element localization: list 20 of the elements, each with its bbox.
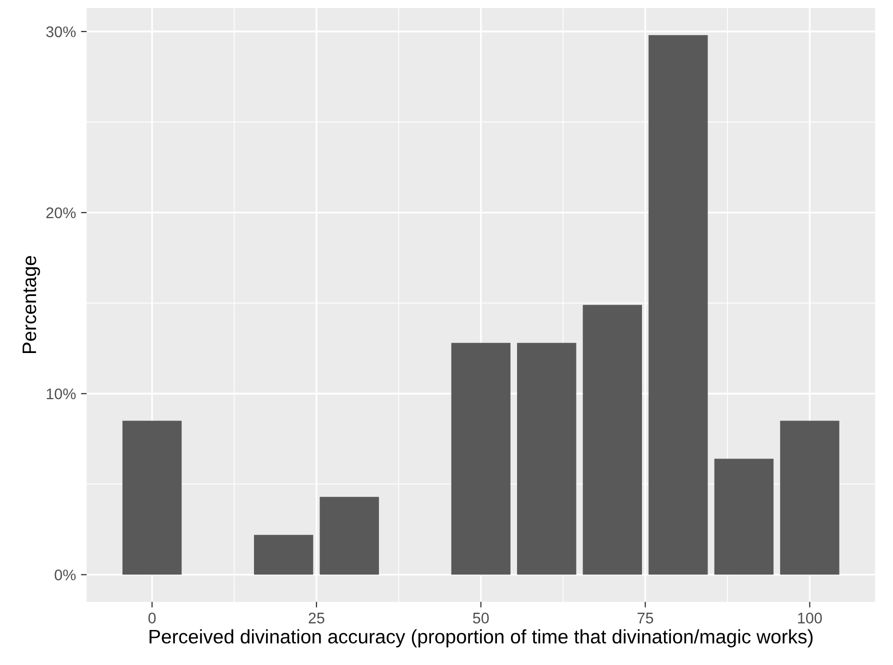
bar: [714, 458, 774, 575]
x-tick-label: 50: [472, 612, 489, 624]
y-tick-label: 0%: [54, 570, 76, 580]
bar: [517, 342, 576, 575]
bar: [780, 420, 840, 575]
x-tick-label: 0: [148, 612, 156, 624]
bar: [648, 35, 708, 575]
bar: [320, 496, 379, 575]
bar: [582, 304, 642, 575]
bar: [254, 534, 314, 575]
x-tick-label: 75: [638, 612, 654, 624]
y-tick-label: 20%: [46, 207, 76, 218]
y-axis-title: Percentage: [22, 256, 40, 354]
bar: [451, 342, 510, 575]
bar: [122, 420, 182, 575]
x-tick-label: 100: [798, 612, 822, 624]
x-axis-title: Perceived divination accuracy (proportion of time that divination/magic works): [150, 629, 813, 648]
y-tick-label: 30%: [46, 26, 76, 38]
y-tick-label: 10%: [46, 388, 76, 400]
x-tick-label: 25: [308, 612, 324, 624]
